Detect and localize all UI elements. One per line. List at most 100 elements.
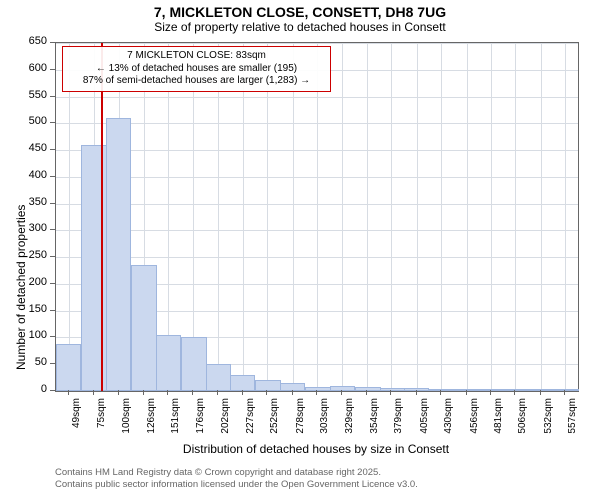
attribution-line-2: Contains public sector information licen… — [55, 479, 418, 491]
y-tick — [50, 229, 55, 230]
plot-area — [55, 42, 579, 392]
x-tick-label: 278sqm — [295, 398, 306, 446]
gridline-v — [243, 43, 244, 391]
x-tick — [68, 390, 69, 395]
x-tick-label: 49sqm — [71, 398, 82, 446]
x-tick — [564, 390, 565, 395]
gridline-v — [69, 43, 70, 391]
reference-marker-line — [101, 43, 103, 391]
y-tick-label: 550 — [15, 89, 47, 101]
x-tick — [292, 390, 293, 395]
x-tick-label: 557sqm — [567, 398, 578, 446]
x-tick — [93, 390, 94, 395]
x-tick — [242, 390, 243, 395]
y-tick — [50, 149, 55, 150]
y-tick-label: 500 — [15, 115, 47, 127]
x-tick-label: 126sqm — [146, 398, 157, 446]
histogram-bar — [454, 389, 479, 391]
chart-subtitle: Size of property relative to detached ho… — [0, 20, 600, 34]
y-tick-label: 450 — [15, 142, 47, 154]
gridline-v — [317, 43, 318, 391]
histogram-bar — [330, 386, 355, 391]
attribution-text: Contains HM Land Registry data © Crown c… — [55, 467, 418, 492]
x-tick-label: 506sqm — [517, 398, 528, 446]
y-tick — [50, 96, 55, 97]
histogram-bar — [380, 388, 405, 391]
x-tick — [440, 390, 441, 395]
gridline-v — [391, 43, 392, 391]
histogram-bar — [131, 265, 156, 391]
x-tick — [341, 390, 342, 395]
x-tick-label: 532sqm — [543, 398, 554, 446]
y-tick — [50, 42, 55, 43]
gridline-v — [541, 43, 542, 391]
histogram-bar — [554, 389, 579, 391]
x-tick-label: 151sqm — [170, 398, 181, 446]
histogram-bar — [206, 364, 231, 391]
x-tick-label: 303sqm — [319, 398, 330, 446]
histogram-bar — [106, 118, 131, 391]
x-tick-label: 227sqm — [245, 398, 256, 446]
x-tick — [316, 390, 317, 395]
gridline-v — [441, 43, 442, 391]
y-tick — [50, 336, 55, 337]
x-tick — [490, 390, 491, 395]
y-tick-label: 400 — [15, 169, 47, 181]
y-tick — [50, 256, 55, 257]
histogram-bar — [156, 335, 181, 391]
x-tick-label: 481sqm — [493, 398, 504, 446]
x-tick — [118, 390, 119, 395]
annotation-line: 87% of semi-detached houses are larger (… — [69, 75, 324, 88]
x-tick — [416, 390, 417, 395]
gridline-v — [491, 43, 492, 391]
histogram-bar — [56, 344, 81, 391]
histogram-bar — [404, 388, 429, 391]
gridline-v — [467, 43, 468, 391]
gridline-v — [515, 43, 516, 391]
histogram-bar — [504, 389, 529, 391]
x-tick-label: 75sqm — [96, 398, 107, 446]
annotation-line: 7 MICKLETON CLOSE: 83sqm — [69, 50, 324, 63]
x-tick — [167, 390, 168, 395]
histogram-bar — [181, 337, 206, 391]
chart-title-block: 7, MICKLETON CLOSE, CONSETT, DH8 7UG Siz… — [0, 0, 600, 34]
x-tick — [390, 390, 391, 395]
x-tick — [466, 390, 467, 395]
histogram-bar — [81, 145, 106, 391]
x-tick — [143, 390, 144, 395]
y-tick-label: 200 — [15, 276, 47, 288]
y-tick — [50, 363, 55, 364]
y-tick — [50, 283, 55, 284]
histogram-bar — [528, 389, 553, 391]
y-tick-label: 600 — [15, 62, 47, 74]
x-tick-label: 252sqm — [269, 398, 280, 446]
gridline-v — [565, 43, 566, 391]
histogram-bar — [230, 375, 255, 391]
attribution-line-1: Contains HM Land Registry data © Crown c… — [55, 467, 418, 479]
x-tick-label: 405sqm — [419, 398, 430, 446]
x-tick-label: 176sqm — [195, 398, 206, 446]
gridline-v — [218, 43, 219, 391]
y-tick-label: 100 — [15, 329, 47, 341]
x-tick — [540, 390, 541, 395]
y-tick-label: 250 — [15, 249, 47, 261]
x-tick-label: 329sqm — [344, 398, 355, 446]
y-tick-label: 650 — [15, 35, 47, 47]
x-tick-label: 430sqm — [443, 398, 454, 446]
y-tick — [50, 176, 55, 177]
annotation-box: 7 MICKLETON CLOSE: 83sqm← 13% of detache… — [62, 46, 331, 92]
x-tick — [514, 390, 515, 395]
histogram-bar — [255, 380, 280, 391]
x-tick — [366, 390, 367, 395]
x-tick-label: 456sqm — [469, 398, 480, 446]
y-tick — [50, 310, 55, 311]
gridline-v — [367, 43, 368, 391]
x-tick-label: 202sqm — [220, 398, 231, 446]
histogram-bar — [429, 389, 454, 391]
y-tick-label: 0 — [15, 383, 47, 395]
y-tick-label: 150 — [15, 303, 47, 315]
y-tick-label: 350 — [15, 196, 47, 208]
annotation-line: ← 13% of detached houses are smaller (19… — [69, 63, 324, 76]
gridline-v — [342, 43, 343, 391]
gridline-v — [293, 43, 294, 391]
